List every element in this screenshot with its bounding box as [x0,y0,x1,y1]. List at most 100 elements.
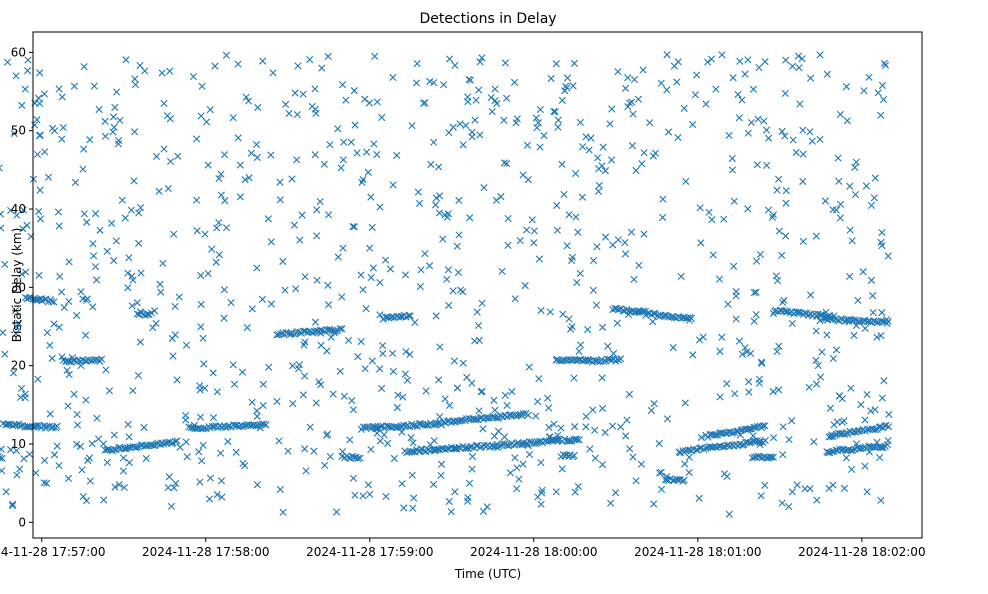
data-point [183,453,191,461]
data-point [336,325,344,333]
data-point [458,416,466,424]
data-point [88,440,96,448]
data-point [558,160,566,168]
data-point [765,134,773,142]
data-point [682,177,690,186]
data-point [808,137,816,145]
data-point [2,488,10,496]
data-point [435,209,443,217]
data-point [324,52,332,60]
data-point [455,231,463,239]
data-point [299,391,307,399]
data-point [310,447,318,455]
data-point [568,256,576,265]
data-point [495,442,503,450]
data-point [131,128,139,136]
data-point [842,454,850,462]
data-point [534,493,542,501]
data-point [220,151,229,159]
data-point [205,495,214,503]
data-point [76,442,85,451]
data-point [0,454,4,462]
data-point [592,301,601,309]
data-point [512,119,520,127]
data-point [593,154,602,162]
data-point [217,191,225,199]
data-point [367,193,375,201]
data-point [311,318,320,326]
data-point [406,312,414,320]
data-point [43,328,51,337]
data-point [252,140,261,149]
data-point [861,324,869,333]
data-point [149,324,157,332]
data-point [459,288,467,296]
data-point [155,187,163,195]
data-point [479,425,487,433]
data-point [878,309,886,317]
data-point [697,239,705,247]
data-point [21,85,29,93]
data-point [589,406,597,414]
data-point [164,483,172,492]
data-point [260,420,268,428]
data-point [420,447,428,455]
data-point [311,85,319,93]
data-point [741,70,749,78]
data-point [323,347,331,355]
data-point [593,243,601,251]
data-point [773,277,782,285]
data-point [536,105,544,114]
data-point [570,59,578,67]
data-point [159,259,167,268]
data-point [401,271,410,279]
data-point [193,135,201,143]
data-point [792,148,800,157]
data-point [199,441,207,449]
data-point [339,244,347,252]
data-point [788,319,796,328]
data-point [712,431,720,439]
data-point [576,269,584,278]
data-point [136,338,144,346]
data-point [877,496,885,505]
data-point [173,437,181,445]
data-point [430,437,438,445]
data-point [720,215,728,223]
data-point [757,358,766,366]
data-point [626,99,634,107]
data-point [437,460,446,468]
data-point [560,190,568,199]
data-point [387,313,395,322]
data-point [320,160,328,168]
data-point [814,362,822,370]
data-point [222,224,231,232]
data-point [31,121,39,129]
data-point [491,85,499,93]
data-point [504,241,512,249]
data-point [554,123,562,131]
data-point [573,435,581,444]
data-point [594,187,603,195]
data-point [704,58,712,66]
data-point [576,341,585,349]
data-point [204,161,212,169]
data-point [831,315,840,323]
data-point [209,414,218,422]
data-point [158,69,166,77]
data-point [357,337,365,346]
data-point [812,380,821,388]
data-point [245,174,253,182]
data-point [415,199,424,207]
data-point [769,434,778,442]
data-point [13,471,21,479]
data-point [659,195,667,203]
data-point [46,341,54,349]
data-point [857,401,865,409]
data-point [601,428,609,437]
data-point [230,380,239,388]
data-point [516,440,524,449]
data-point [782,56,790,64]
data-point [734,427,742,435]
data-point [685,468,693,477]
